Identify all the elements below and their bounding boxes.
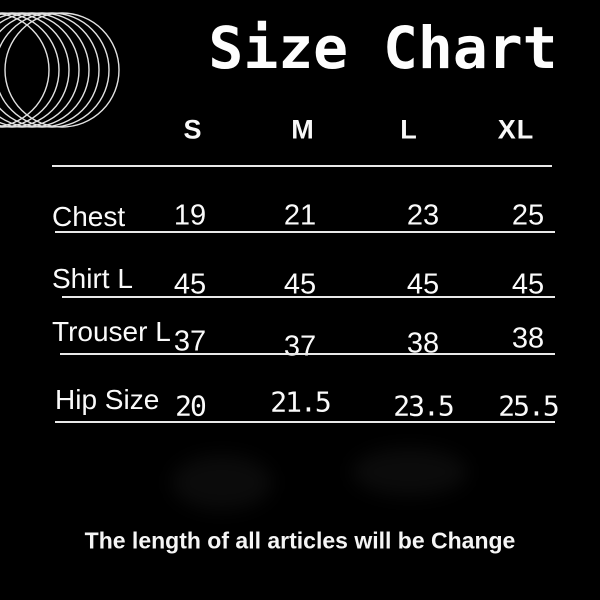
faint-watermark-smudge: [352, 448, 467, 496]
cell-chest-xl: 25: [511, 199, 545, 232]
cell-shirt-xl: 45: [511, 268, 545, 301]
row-label-hip-size: Hip Size: [55, 384, 160, 415]
cell-chest-s: 19: [173, 199, 207, 232]
cell-shirt-s: 45: [173, 268, 207, 301]
divider-line: [52, 165, 552, 167]
cell-hip-s: 20: [175, 389, 207, 423]
cell-hip-xl: 25.5: [498, 389, 559, 423]
row-label-trouser-length: Trouser L: [52, 316, 171, 347]
cell-hip-l: 23.5: [393, 389, 454, 423]
column-header-xl: XL: [497, 114, 535, 145]
divider-line: [55, 421, 555, 423]
cell-chest-l: 23: [406, 199, 440, 232]
cell-trouser-s: 37: [173, 325, 207, 358]
column-header-m: M: [291, 114, 315, 145]
column-header-l: L: [400, 114, 418, 145]
cell-shirt-l: 45: [406, 268, 440, 301]
faint-watermark-smudge: [172, 455, 272, 510]
coil-circles-icon: [0, 12, 120, 128]
cell-trouser-l: 38: [406, 327, 440, 360]
page-title: Size Chart: [208, 14, 558, 82]
cell-hip-m: 21.5: [270, 385, 331, 419]
footer-note: The length of all articles will be Chang…: [84, 527, 516, 554]
cell-trouser-m: 37: [283, 330, 317, 363]
divider-line: [62, 296, 555, 298]
row-label-chest: Chest: [52, 201, 126, 232]
cell-chest-m: 21: [283, 199, 317, 232]
divider-line: [60, 353, 555, 355]
divider-line: [55, 231, 555, 233]
cell-shirt-m: 45: [283, 268, 317, 301]
row-label-shirt-length: Shirt L: [52, 263, 133, 294]
cell-trouser-xl: 38: [511, 322, 545, 355]
column-header-s: S: [183, 114, 203, 145]
